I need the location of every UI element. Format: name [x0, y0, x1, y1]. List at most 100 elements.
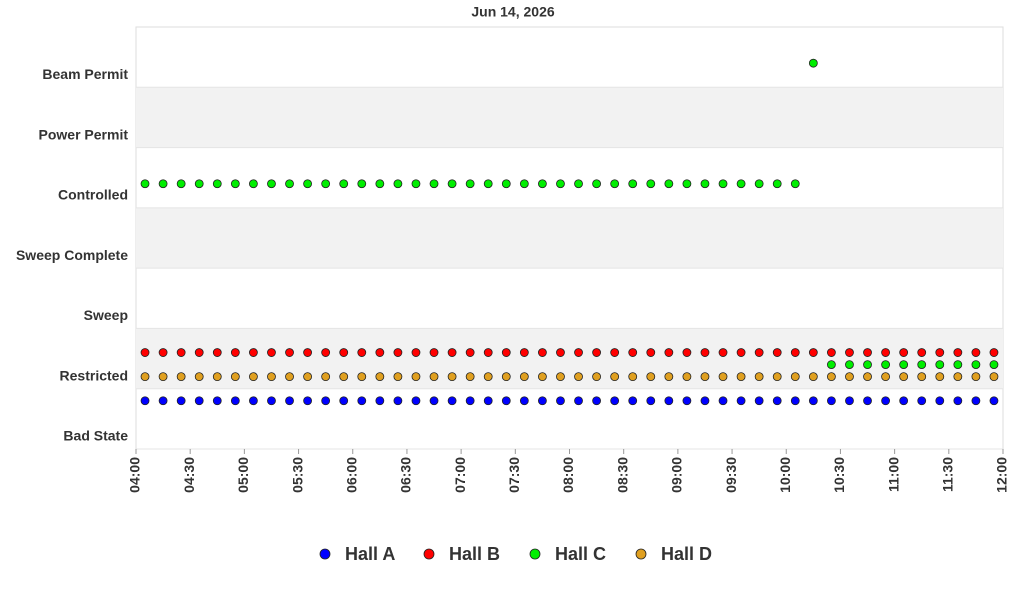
point: [176, 396, 186, 406]
point: [538, 179, 547, 189]
point: [736, 396, 746, 406]
point: [863, 348, 872, 357]
point: [194, 348, 204, 357]
point: [790, 372, 800, 382]
point: [808, 348, 818, 357]
point: [501, 396, 511, 406]
point: [303, 348, 312, 357]
point: [935, 372, 945, 382]
point: [249, 179, 258, 189]
point: [574, 179, 583, 189]
point: [718, 179, 728, 189]
point: [483, 372, 493, 382]
point: [989, 360, 999, 370]
point: [646, 396, 656, 406]
point: [754, 396, 764, 406]
point: [447, 396, 457, 406]
point: [357, 396, 367, 406]
x-tick-label: 05:30: [289, 457, 305, 493]
point: [285, 372, 294, 382]
point: [700, 396, 710, 406]
point: [447, 179, 457, 189]
point: [808, 372, 818, 382]
point: [447, 372, 457, 382]
point: [411, 372, 421, 382]
point: [827, 372, 836, 382]
point: [375, 372, 385, 382]
x-tick-label: 04:30: [181, 457, 197, 493]
point: [501, 179, 511, 189]
point: [249, 396, 258, 406]
point: [808, 58, 818, 68]
point: [411, 348, 421, 357]
point: [628, 372, 638, 382]
point: [501, 372, 511, 382]
x-tick-label: 09:30: [723, 457, 739, 493]
point: [899, 372, 909, 382]
point: [953, 348, 963, 357]
x-tick-label: 07:00: [452, 457, 468, 493]
point: [538, 396, 547, 406]
point: [429, 396, 439, 406]
point: [194, 396, 204, 406]
point: [646, 348, 656, 357]
point: [772, 396, 782, 406]
point: [718, 348, 728, 357]
point: [339, 396, 349, 406]
point: [375, 348, 385, 357]
point: [429, 372, 439, 382]
point: [538, 372, 547, 382]
point: [393, 179, 403, 189]
point: [393, 372, 403, 382]
point: [899, 360, 909, 370]
point: [556, 396, 565, 406]
point: [808, 396, 818, 406]
point: [917, 396, 927, 406]
point: [682, 348, 692, 357]
point: [628, 179, 638, 189]
point: [953, 372, 963, 382]
point: [140, 396, 150, 406]
point: [176, 348, 186, 357]
point: [556, 179, 565, 189]
x-tick-label: 10:00: [777, 457, 793, 493]
point: [339, 348, 349, 357]
chart-title: Jun 14, 2026: [471, 4, 554, 20]
point: [158, 396, 168, 406]
point: [610, 348, 620, 357]
band: [136, 207, 1003, 269]
point: [303, 179, 312, 189]
point: [881, 348, 890, 357]
point: [700, 179, 710, 189]
point: [429, 348, 439, 357]
point: [556, 372, 565, 382]
point: [501, 348, 511, 357]
point: [845, 396, 854, 406]
y-tick-label: Controlled: [58, 187, 128, 203]
point: [971, 360, 981, 370]
point: [158, 348, 168, 357]
point: [845, 348, 854, 357]
point: [212, 372, 222, 382]
point: [953, 360, 963, 370]
point: [917, 360, 927, 370]
point: [827, 396, 836, 406]
point: [574, 372, 583, 382]
point: [917, 372, 927, 382]
point: [194, 372, 204, 382]
y-tick-label: Bad State: [63, 428, 128, 444]
point: [574, 348, 583, 357]
point: [881, 372, 890, 382]
point: [754, 348, 764, 357]
point: [230, 396, 240, 406]
legend-label: Hall C: [555, 544, 606, 564]
x-tick-label: 06:00: [343, 457, 359, 493]
point: [267, 372, 276, 382]
point: [790, 348, 800, 357]
point: [971, 348, 981, 357]
point: [519, 372, 529, 382]
point: [357, 179, 367, 189]
point: [538, 348, 547, 357]
point: [176, 372, 186, 382]
